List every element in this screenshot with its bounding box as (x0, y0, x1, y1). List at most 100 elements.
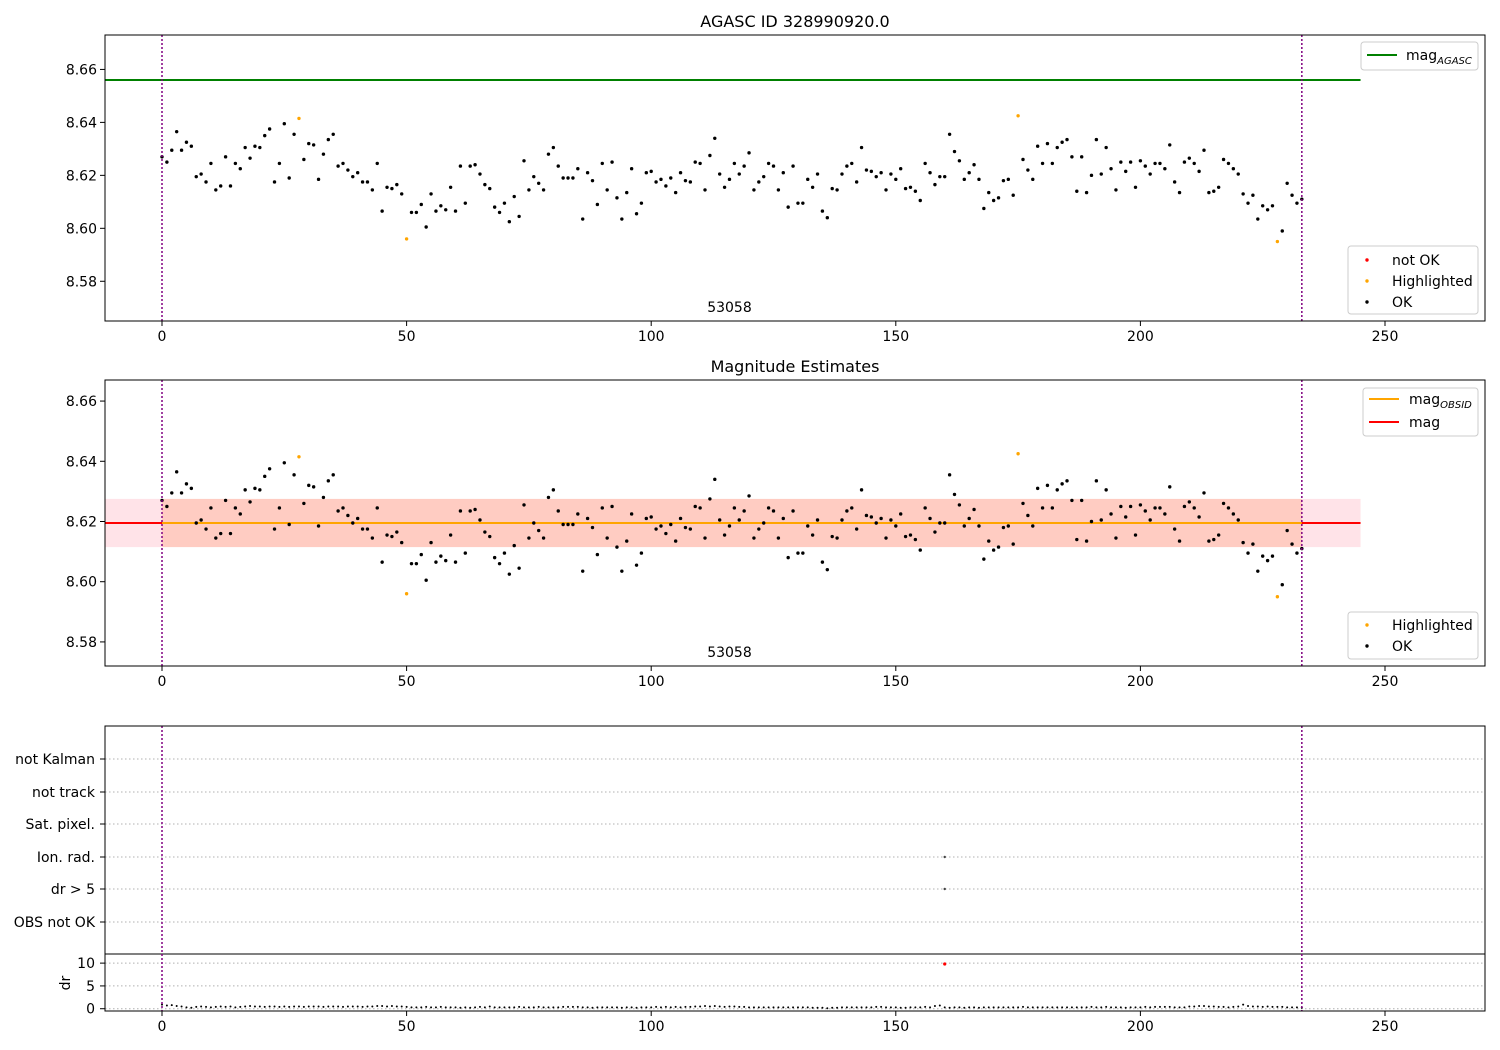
ok-point (1089, 519, 1094, 524)
dr-point (161, 1003, 163, 1006)
dr-point (792, 1006, 795, 1009)
dr-point (1291, 1006, 1294, 1009)
ok-point (908, 185, 913, 189)
ok-point (1001, 178, 1006, 183)
dr-point (655, 1005, 658, 1008)
flags-panel: not Kalman not track Sat. pixel. Ion. rad. d… (14, 725, 1486, 1035)
dr-point (1188, 1005, 1191, 1008)
ok-point (820, 209, 825, 213)
dr-point (195, 1005, 198, 1008)
dr-point (430, 1006, 433, 1009)
ok-point (419, 202, 423, 207)
ok-point (448, 533, 453, 537)
ok-point (752, 536, 756, 540)
dr-point (190, 1006, 193, 1009)
ok-point (722, 185, 727, 189)
legend-subscript: AGASC (1436, 56, 1472, 67)
ok-point (1265, 558, 1270, 563)
x-tick-label: 100 (638, 1019, 665, 1035)
ok-point (771, 164, 776, 168)
ok-point (1050, 506, 1055, 510)
ok-point (267, 467, 272, 471)
ok-point (933, 182, 937, 187)
highlighted-point (1016, 452, 1020, 456)
legend-line-label: mag (1409, 415, 1440, 431)
ok-point (659, 177, 663, 182)
ok-point (1177, 539, 1182, 543)
ok-point (688, 527, 693, 531)
dr-point (214, 1005, 217, 1008)
ok-point (801, 201, 805, 205)
dr-point (591, 1006, 594, 1009)
ok-point (360, 527, 365, 531)
ok-point (1060, 140, 1064, 144)
ok-point (1124, 169, 1128, 174)
y-tick-label: 8.60 (66, 221, 97, 237)
dr-point (268, 1005, 271, 1008)
ok-point (982, 557, 986, 561)
dr-point (958, 1006, 961, 1009)
dr-point (767, 1006, 770, 1009)
ok-point (625, 190, 629, 195)
dr-point (1056, 1006, 1059, 1009)
legend-label: Highlighted (1392, 618, 1473, 634)
axes-frame (104, 34, 1486, 322)
ok-point (649, 515, 653, 519)
panel1-title: AGASC ID 328990920.0 (700, 12, 889, 31)
ok-point (561, 522, 565, 527)
dr-point (694, 1005, 697, 1008)
dr-point (552, 1006, 555, 1009)
ok-point (546, 495, 551, 500)
ok-point (791, 509, 795, 513)
dr-point (1276, 1005, 1279, 1008)
ok-point (351, 174, 355, 179)
ok-point (825, 567, 830, 572)
ok-point (556, 164, 560, 168)
ok-point (1290, 542, 1294, 546)
ok-point (590, 178, 595, 183)
dr-point (469, 1006, 472, 1009)
ok-point (1192, 161, 1196, 166)
ok-point (1295, 551, 1299, 555)
ok-point (1216, 185, 1221, 189)
ok-point (918, 548, 922, 552)
dr-point (1144, 1005, 1147, 1008)
ok-point (762, 521, 766, 525)
ok-point (174, 470, 179, 474)
dr-point (1207, 1005, 1210, 1008)
dr-point (1173, 1006, 1176, 1009)
ok-point (1128, 504, 1133, 509)
dr-point (307, 1005, 310, 1008)
flag-category-label: not track (32, 785, 96, 801)
ok-point (1153, 161, 1157, 166)
ok-point (1026, 513, 1030, 518)
ok-point (395, 182, 399, 187)
highlighted-point (1275, 239, 1280, 244)
ok-point (189, 144, 194, 148)
ok-point (316, 524, 321, 528)
ok-point (703, 188, 707, 192)
ok-point (1270, 554, 1275, 558)
ok-point (634, 563, 639, 567)
ok-point (673, 539, 678, 543)
ok-point (1079, 498, 1084, 503)
dr-point (689, 1005, 692, 1008)
ok-point (991, 198, 996, 203)
ok-point (854, 180, 859, 184)
ok-point (561, 176, 565, 180)
ok-point (1261, 554, 1265, 558)
ok-point (453, 560, 458, 564)
ok-point (1290, 193, 1294, 197)
highlighted-point (1016, 114, 1020, 118)
ok-point (737, 172, 741, 176)
dr-point (205, 1005, 208, 1008)
ok-point (664, 531, 668, 536)
dr-point (395, 1005, 398, 1008)
ok-point (400, 540, 404, 545)
ok-point (967, 516, 971, 521)
dr-point (567, 1005, 570, 1008)
dr-point (1295, 1006, 1298, 1009)
ok-point (889, 172, 893, 176)
ok-point (585, 516, 590, 521)
ok-point (365, 180, 370, 184)
